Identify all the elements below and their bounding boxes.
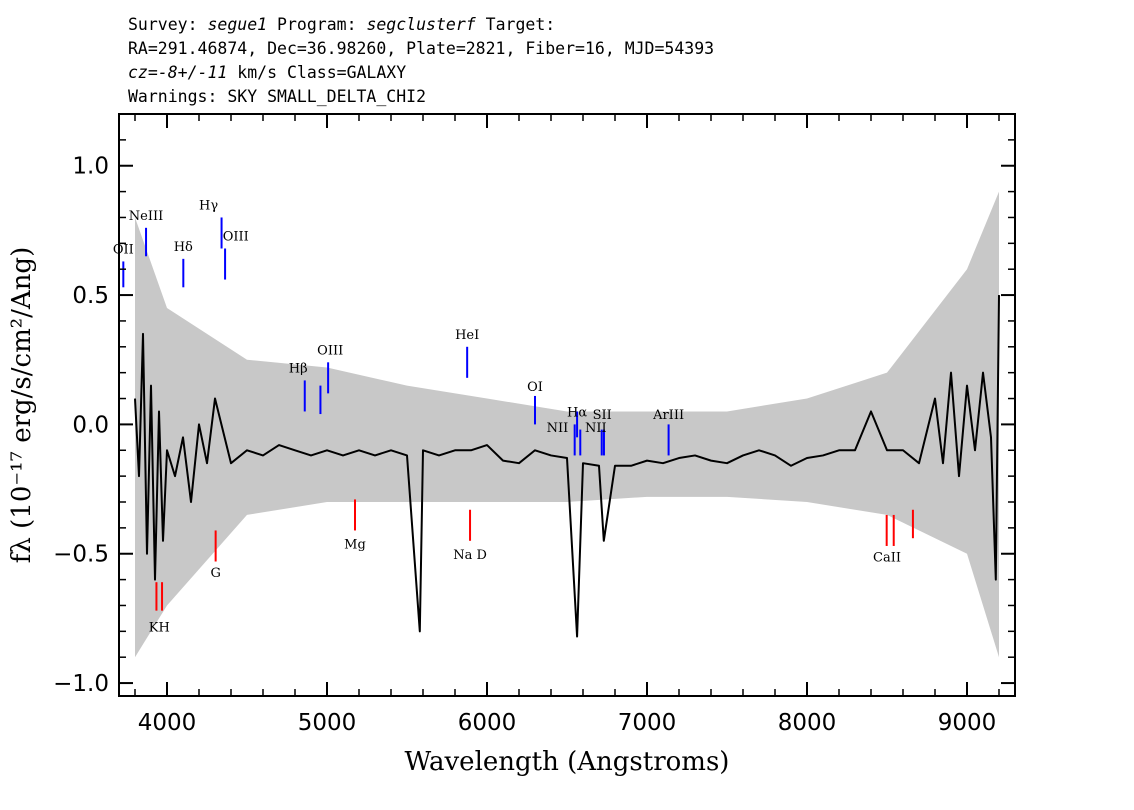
x-tick-label: 4000 xyxy=(138,710,197,736)
error-band-layer xyxy=(135,191,999,658)
line-label: KH xyxy=(149,620,170,635)
y-tick-label: 0.0 xyxy=(72,412,109,438)
line-label: OII xyxy=(113,243,134,258)
line-label: Hα xyxy=(567,406,587,421)
line-label: Hδ xyxy=(174,240,193,255)
line-label: OIII xyxy=(317,344,343,359)
y-tick-label: −1.0 xyxy=(53,671,109,697)
x-tick-label: 8000 xyxy=(778,710,837,736)
flux-layer xyxy=(134,295,1000,638)
y-tick-label: 0.5 xyxy=(72,283,109,309)
x-tick-label: 9000 xyxy=(938,710,997,736)
line-label: SII xyxy=(593,408,612,423)
line-label: NII xyxy=(585,421,607,436)
y-axis: −1.0 −0.5 0.0 0.5 1.0 xyxy=(53,113,1015,697)
line-label: OIII xyxy=(223,230,249,245)
error-band xyxy=(135,191,999,658)
flux-series-line xyxy=(134,295,1000,638)
line-label: G xyxy=(210,566,220,581)
line-label: Hβ xyxy=(289,362,308,377)
line-label: NeIII xyxy=(129,209,163,224)
line-label: HeI xyxy=(455,328,479,343)
header-line-3: cz=-8+/-11 km/s Class=GALAXY xyxy=(128,63,406,82)
y-tick-label: −0.5 xyxy=(53,542,109,568)
spectral-line-markers xyxy=(122,217,914,611)
line-label: OI xyxy=(527,380,543,395)
x-axis-title: Wavelength (Angstroms) xyxy=(405,747,730,777)
plot-frame xyxy=(118,113,1016,697)
line-label: Mg xyxy=(344,538,366,553)
header-line-2: RA=291.46874, Dec=36.98260, Plate=2821, … xyxy=(128,39,714,58)
line-label: Na D xyxy=(453,548,487,563)
line-label: Hγ xyxy=(199,199,218,214)
x-axis: 4000 5000 6000 7000 8000 9000 xyxy=(134,114,1000,736)
header-line-1: Survey: segue1 Program: segclusterf Targ… xyxy=(128,15,555,34)
x-tick-label: 5000 xyxy=(298,710,357,736)
y-axis-title: fλ (10⁻¹⁷ erg/s/cm²/Ang) xyxy=(7,247,37,563)
line-label: NII xyxy=(547,421,569,436)
y-tick-label: 1.0 xyxy=(72,154,109,180)
x-tick-label: 6000 xyxy=(458,710,517,736)
x-tick-label: 7000 xyxy=(618,710,677,736)
header-line-4: Warnings: SKY SMALL_DELTA_CHI2 xyxy=(128,87,426,106)
line-label: ArIII xyxy=(652,408,684,423)
line-label: CaII xyxy=(873,550,901,565)
